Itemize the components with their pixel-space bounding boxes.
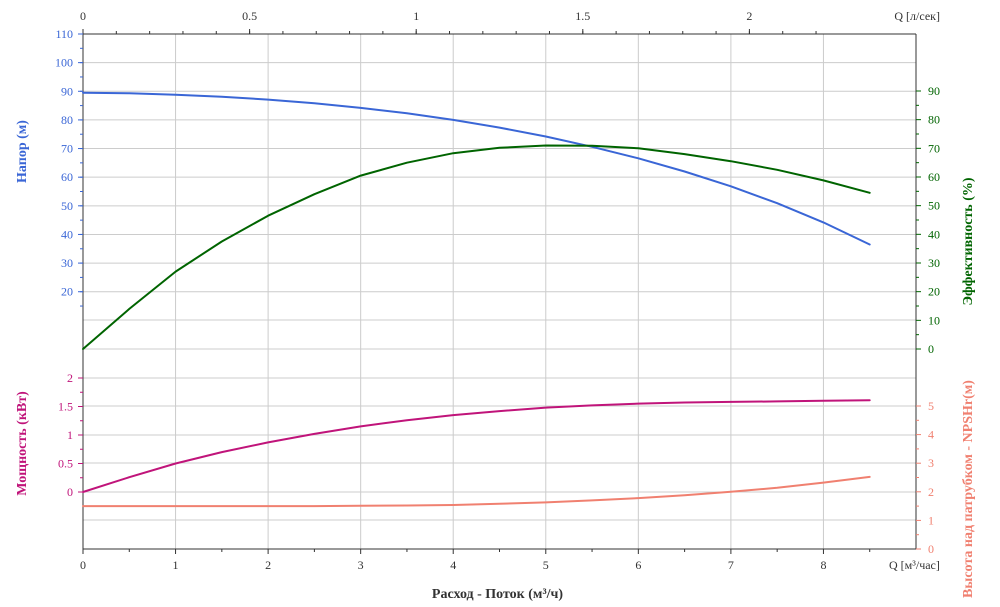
x-tick-label: 6 — [635, 558, 641, 572]
head-axis-tick-label: 60 — [61, 170, 73, 184]
x-tick-label: 4 — [450, 558, 456, 572]
head-axis-tick-label: 50 — [61, 199, 73, 213]
npsh-axis-title: Высота над патрубком - NPSHr(м) — [961, 380, 976, 598]
efficiency-axis-tick-label: 30 — [928, 256, 940, 270]
power-axis-tick-label: 2 — [67, 371, 73, 385]
npsh-axis-tick-label: 3 — [928, 456, 934, 470]
head-axis-tick-label: 100 — [55, 56, 73, 70]
head-axis-tick-label: 70 — [61, 142, 73, 156]
x-tick-label: 7 — [728, 558, 734, 572]
efficiency-curve — [82, 144, 871, 350]
npsh-axis-tick-label: 1 — [928, 513, 934, 527]
power-axis-tick-label: 0 — [67, 485, 73, 499]
head-axis-tick-label: 90 — [61, 84, 73, 98]
efficiency-axis-tick-label: 60 — [928, 170, 940, 184]
efficiency-axis-tick-label: 10 — [928, 313, 940, 327]
power-curve — [82, 399, 871, 493]
x-tick-label: 8 — [820, 558, 826, 572]
axes: 0 1 2 3 4 5 6 7 8 Q [м³/час] Расход - Поток (м³/ч)… — [15, 9, 976, 602]
efficiency-axis-tick-label: 50 — [928, 199, 940, 213]
efficiency-axis-tick-label: 70 — [928, 141, 940, 155]
efficiency-axis-tick-label: 20 — [928, 285, 940, 299]
head-axis-tick-label: 40 — [61, 227, 73, 241]
npsh-axis-tick-label: 0 — [928, 542, 934, 556]
head-axis-tick-label: 30 — [61, 256, 73, 270]
x-axis-title: Расход - Поток (м³/ч) — [432, 587, 564, 602]
x-unit-label: Q [м³/час] — [889, 558, 940, 572]
x-tick-label: 3 — [358, 558, 364, 572]
efficiency-axis-tick-label: 80 — [928, 113, 940, 127]
x-tick-label: 2 — [265, 558, 271, 572]
x-tick-label: 5 — [543, 558, 549, 572]
head-axis-title: Напор (м) — [15, 120, 30, 183]
efficiency-axis-tick-label: 90 — [928, 84, 940, 98]
power-axis-tick-label: 1 — [67, 428, 73, 442]
x-top-unit-label: Q [л/сек] — [894, 9, 940, 23]
npsh-curve — [82, 475, 871, 508]
x-top-tick-label: 2 — [746, 9, 752, 23]
x-top-tick-label: 0 — [80, 9, 86, 23]
x-tick-label: 1 — [173, 558, 179, 572]
power-axis-tick-label: 1.5 — [58, 400, 73, 414]
grid — [83, 33, 916, 550]
power-axis-tick-label: 0.5 — [58, 457, 73, 471]
head-axis-tick-label: 20 — [61, 285, 73, 299]
x-top-tick-label: 0.5 — [242, 9, 257, 23]
npsh-axis-tick-label: 2 — [928, 485, 934, 499]
npsh-axis-tick-label: 5 — [928, 399, 934, 413]
head-axis-tick-label: 80 — [61, 113, 73, 127]
x-top-tick-label: 1.5 — [575, 9, 590, 23]
x-tick-label: 0 — [80, 558, 86, 572]
power-axis-title: Мощность (кВт) — [15, 391, 30, 496]
npsh-axis-tick-label: 4 — [928, 428, 934, 442]
head-axis-tick-label: 110 — [55, 27, 73, 41]
x-top-tick-label: 1 — [413, 9, 419, 23]
efficiency-axis-tick-label: 40 — [928, 227, 940, 241]
head-curve — [82, 91, 871, 246]
efficiency-axis-title: Эффективность (%) — [961, 177, 976, 305]
efficiency-axis-tick-label: 0 — [928, 342, 934, 356]
